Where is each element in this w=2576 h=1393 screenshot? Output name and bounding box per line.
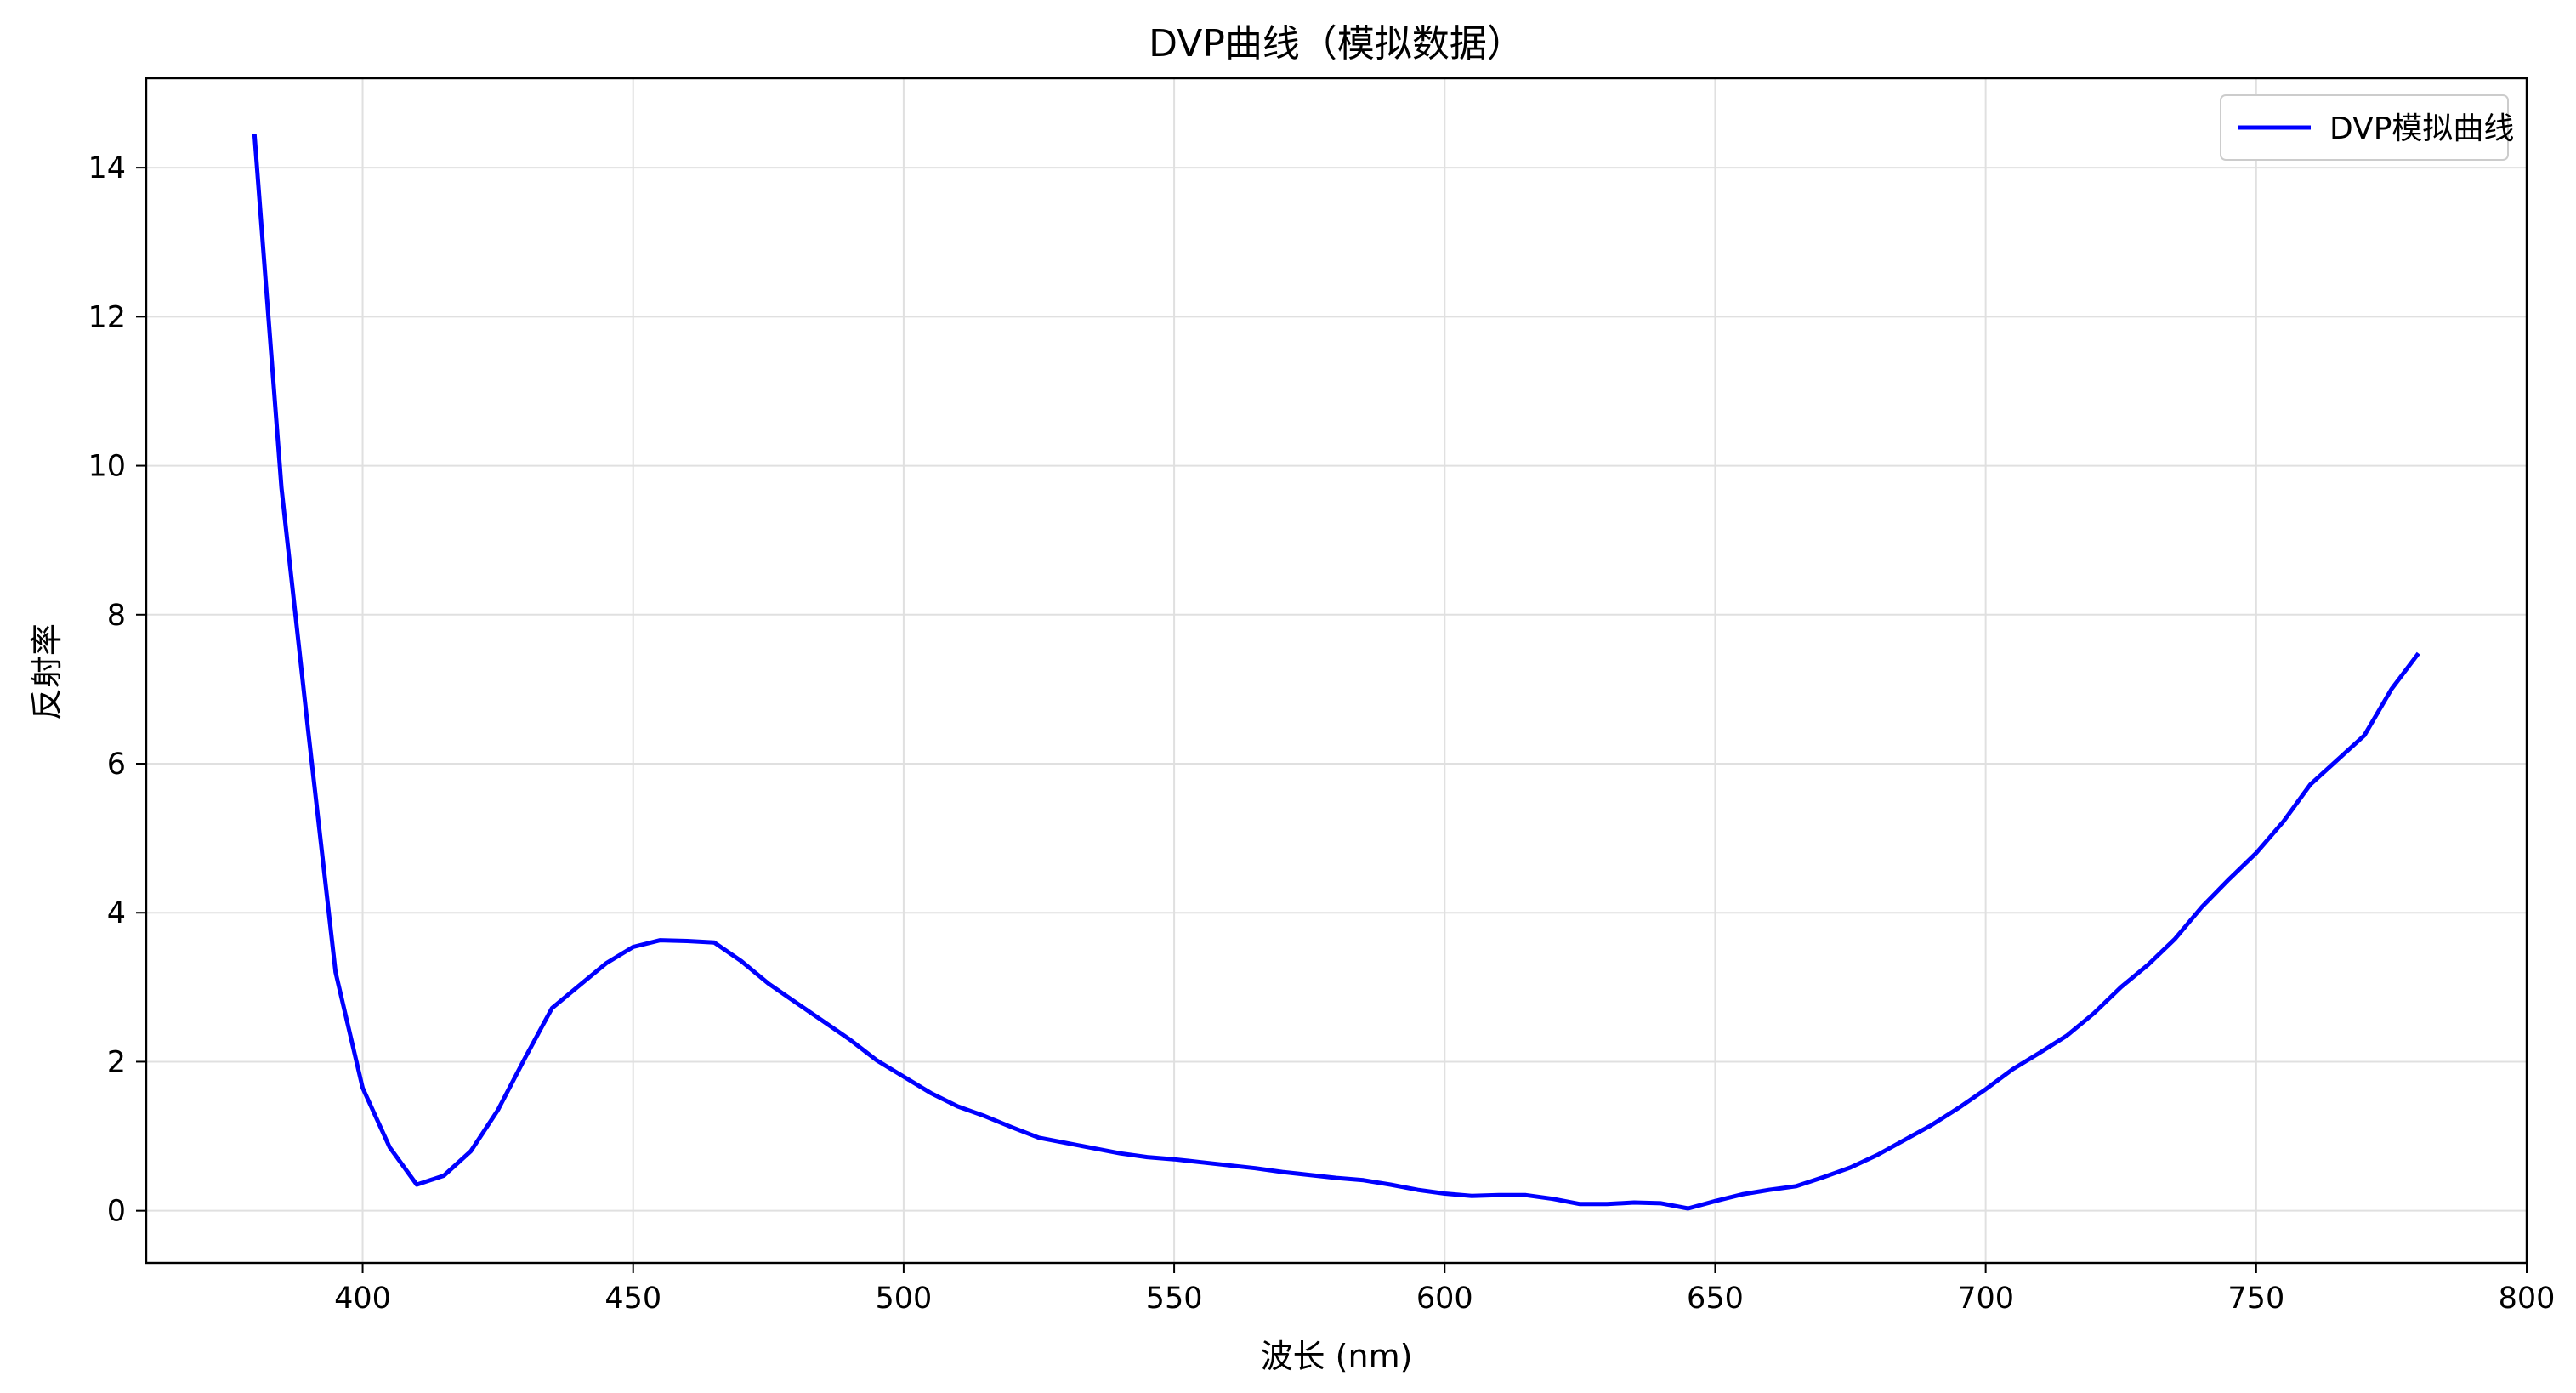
y-axis: 0 2 4 6 8 10 12 14 — [88, 151, 146, 1229]
x-tick-label: 650 — [1687, 1282, 1744, 1316]
y-tick-label: 0 — [107, 1195, 126, 1229]
plot-frame — [145, 77, 2528, 1265]
y-tick-label: 14 — [88, 151, 126, 185]
y-axis-label: 反射率 — [28, 623, 65, 720]
legend-label: DVP模拟曲线 — [2329, 111, 2514, 146]
x-tick-label: 500 — [876, 1282, 933, 1316]
y-tick-label: 10 — [88, 450, 126, 484]
x-tick-label: 750 — [2227, 1282, 2284, 1316]
y-tick-label: 12 — [88, 300, 126, 334]
series-line-dvp — [252, 134, 2420, 1211]
x-axis-label: 波长 (nm) — [1261, 1338, 1413, 1375]
y-tick-label: 6 — [107, 748, 126, 782]
x-tick-label: 600 — [1416, 1282, 1473, 1316]
series-layer — [252, 134, 2420, 1211]
x-tick-label: 400 — [334, 1282, 391, 1316]
legend-box — [2220, 94, 2509, 161]
legend: DVP模拟曲线 — [2220, 94, 2514, 161]
x-tick-label: 700 — [1957, 1282, 2014, 1316]
y-tick-label: 2 — [107, 1045, 126, 1079]
y-tick-label: 8 — [107, 599, 126, 633]
x-tick-label: 450 — [604, 1282, 661, 1316]
y-tick-label: 4 — [107, 896, 126, 930]
grid — [146, 78, 2528, 1263]
x-tick-label: 550 — [1146, 1282, 1203, 1316]
chart-title: DVP曲线（模拟数据） — [1149, 22, 1524, 65]
x-axis: 400 450 500 550 600 650 700 750 800 — [334, 1263, 2555, 1316]
x-tick-label: 800 — [2499, 1282, 2556, 1316]
